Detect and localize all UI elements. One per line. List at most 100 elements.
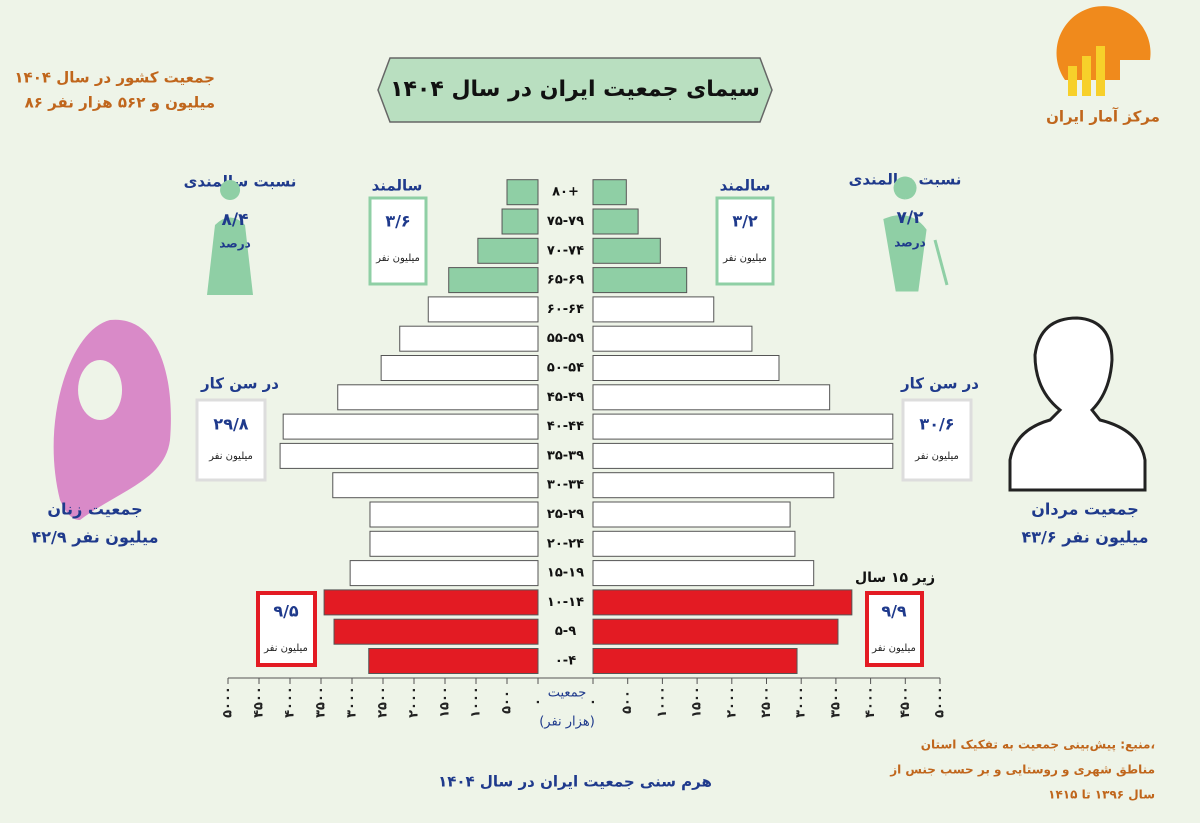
x-tick-label: ۳۵۰۰ <box>314 686 329 718</box>
x-tick-label: ۵۰۰۰ <box>221 686 236 718</box>
x-axis-label: جمعیت <box>548 686 587 701</box>
bar <box>592 589 853 616</box>
working-box <box>195 398 267 482</box>
total-label: جمعیت کشور در سال ۱۴۰۴ <box>14 69 215 87</box>
category-label: ۵-۹ <box>555 624 576 639</box>
bar <box>333 618 539 645</box>
category-label: ۳۰-۳۴ <box>547 478 584 493</box>
elderly-title: سالمند <box>372 177 423 195</box>
elderly-value: ۳/۶ <box>385 212 410 231</box>
elderly-ratio-title: نسبت سالمندی <box>184 173 297 191</box>
women-total: ۴۲/۹ میلیون نفر <box>32 528 159 547</box>
x-tick-label: ۳۵۰۰ <box>828 686 843 718</box>
logo-circle <box>1056 6 1151 81</box>
category-label: ۳۵-۳۹ <box>547 448 584 463</box>
elderly-ratio-unit: درصد <box>219 237 251 251</box>
x-tick-label: ۴۵۰۰ <box>898 686 913 718</box>
bar <box>592 442 894 469</box>
category-label: ۲۰-۲۴ <box>547 536 584 551</box>
elderly-unit: میلیون نفر <box>722 253 767 264</box>
category-label: ۰-۴ <box>555 654 576 669</box>
elderly-unit: میلیون نفر <box>375 253 420 264</box>
x-tick-label: ۵۰۰ <box>500 690 515 714</box>
bar <box>592 472 835 499</box>
logo-bar <box>1068 66 1077 96</box>
category-label: ۵۵-۵۹ <box>547 331 584 346</box>
under15-box <box>256 591 317 667</box>
source-line: سال ۱۳۹۶ تا ۱۴۱۵ <box>1048 788 1155 802</box>
working-box <box>901 398 973 482</box>
bar <box>592 296 715 323</box>
bar <box>592 325 753 352</box>
bar <box>332 472 539 499</box>
x-tick-label: ۲۰۰۰ <box>724 686 739 718</box>
women-label: جمعیت زنان <box>47 500 142 519</box>
x-tick-label: ۱۰۰۰ <box>655 686 670 718</box>
chart-title: هرم سنی جمعیت ایران در سال ۱۴۰۴ <box>438 773 712 791</box>
bar <box>592 530 796 557</box>
bar <box>368 648 539 674</box>
category-label: ۷۰-۷۴ <box>547 243 584 258</box>
bar <box>592 560 815 587</box>
x-tick-label: ۰ <box>586 698 601 706</box>
bar <box>323 589 539 616</box>
bar <box>592 618 839 645</box>
title: سیمای جمعیت ایران در سال ۱۴۰۴ <box>390 77 760 102</box>
category-label: ۶۰-۶۴ <box>547 302 584 317</box>
bar <box>592 208 639 235</box>
title-banner <box>377 57 773 123</box>
x-tick-label: ۴۰۰۰ <box>863 686 878 718</box>
bar <box>279 442 539 469</box>
working-value: ۳۰/۶ <box>919 415 954 434</box>
bar <box>592 355 780 381</box>
bar <box>592 648 798 674</box>
bar <box>592 384 831 411</box>
working-title: در سن کار <box>200 375 279 393</box>
under15-unit: میلیون نفر <box>263 643 308 654</box>
elderly-value: ۳/۲ <box>732 212 758 231</box>
x-tick-label: ۰ <box>531 698 546 706</box>
elderly-ratio-unit: درصد <box>894 236 926 250</box>
men-total: ۴۳/۶ میلیون نفر <box>1022 528 1149 547</box>
category-label: ۷۵-۷۹ <box>547 214 584 229</box>
category-label: ۸۰+ <box>552 185 579 200</box>
bar <box>592 413 894 440</box>
bar <box>592 267 688 294</box>
logo-text: مرکز آمار ایران <box>1046 108 1160 126</box>
under15-value: ۹/۵ <box>273 602 299 621</box>
under15-value: ۹/۹ <box>881 602 907 621</box>
elderly-ratio-value: ۸/۴ <box>222 210 249 230</box>
bar <box>477 237 539 264</box>
bar <box>282 413 539 440</box>
bar <box>369 501 539 528</box>
bar <box>448 267 539 294</box>
bar <box>337 384 539 411</box>
working-unit: میلیون نفر <box>208 451 253 462</box>
x-tick-label: ۴۵۰۰ <box>252 686 267 718</box>
under15-title: زیر ۱۵ سال <box>855 570 935 586</box>
elderly-woman-icon <box>207 180 253 295</box>
bar <box>399 325 539 352</box>
category-label: ۵۰-۵۴ <box>547 361 584 376</box>
x-tick-label: ۵۰۰ <box>620 690 635 714</box>
x-tick-label: ۲۰۰۰ <box>407 686 422 718</box>
bar <box>592 237 661 264</box>
x-tick-label: ۳۰۰۰ <box>345 686 360 718</box>
man-icon <box>1008 316 1147 492</box>
category-label: ۱۵-۱۹ <box>547 566 584 581</box>
x-tick-label: ۴۰۰۰ <box>283 686 298 718</box>
working-title: در سن کار <box>900 375 979 393</box>
under15-box <box>865 591 924 667</box>
x-tick-label: ۳۰۰۰ <box>794 686 809 718</box>
bar <box>427 296 539 323</box>
x-tick-label: ۲۵۰۰ <box>759 686 774 718</box>
elderly-man-icon <box>883 176 949 292</box>
total-value: ۸۶ میلیون و ۵۶۲ هزار نفر <box>25 94 215 112</box>
x-tick-label: ۱۵۰۰ <box>438 686 453 718</box>
category-label: ۴۰-۴۴ <box>547 419 584 434</box>
category-label: ۴۵-۴۹ <box>547 390 584 405</box>
x-tick-label: ۵۰۰۰ <box>933 686 948 718</box>
x-axis-unit: (هزار نفر) <box>539 715 595 730</box>
under15-unit: میلیون نفر <box>871 643 916 654</box>
bar <box>349 560 539 587</box>
